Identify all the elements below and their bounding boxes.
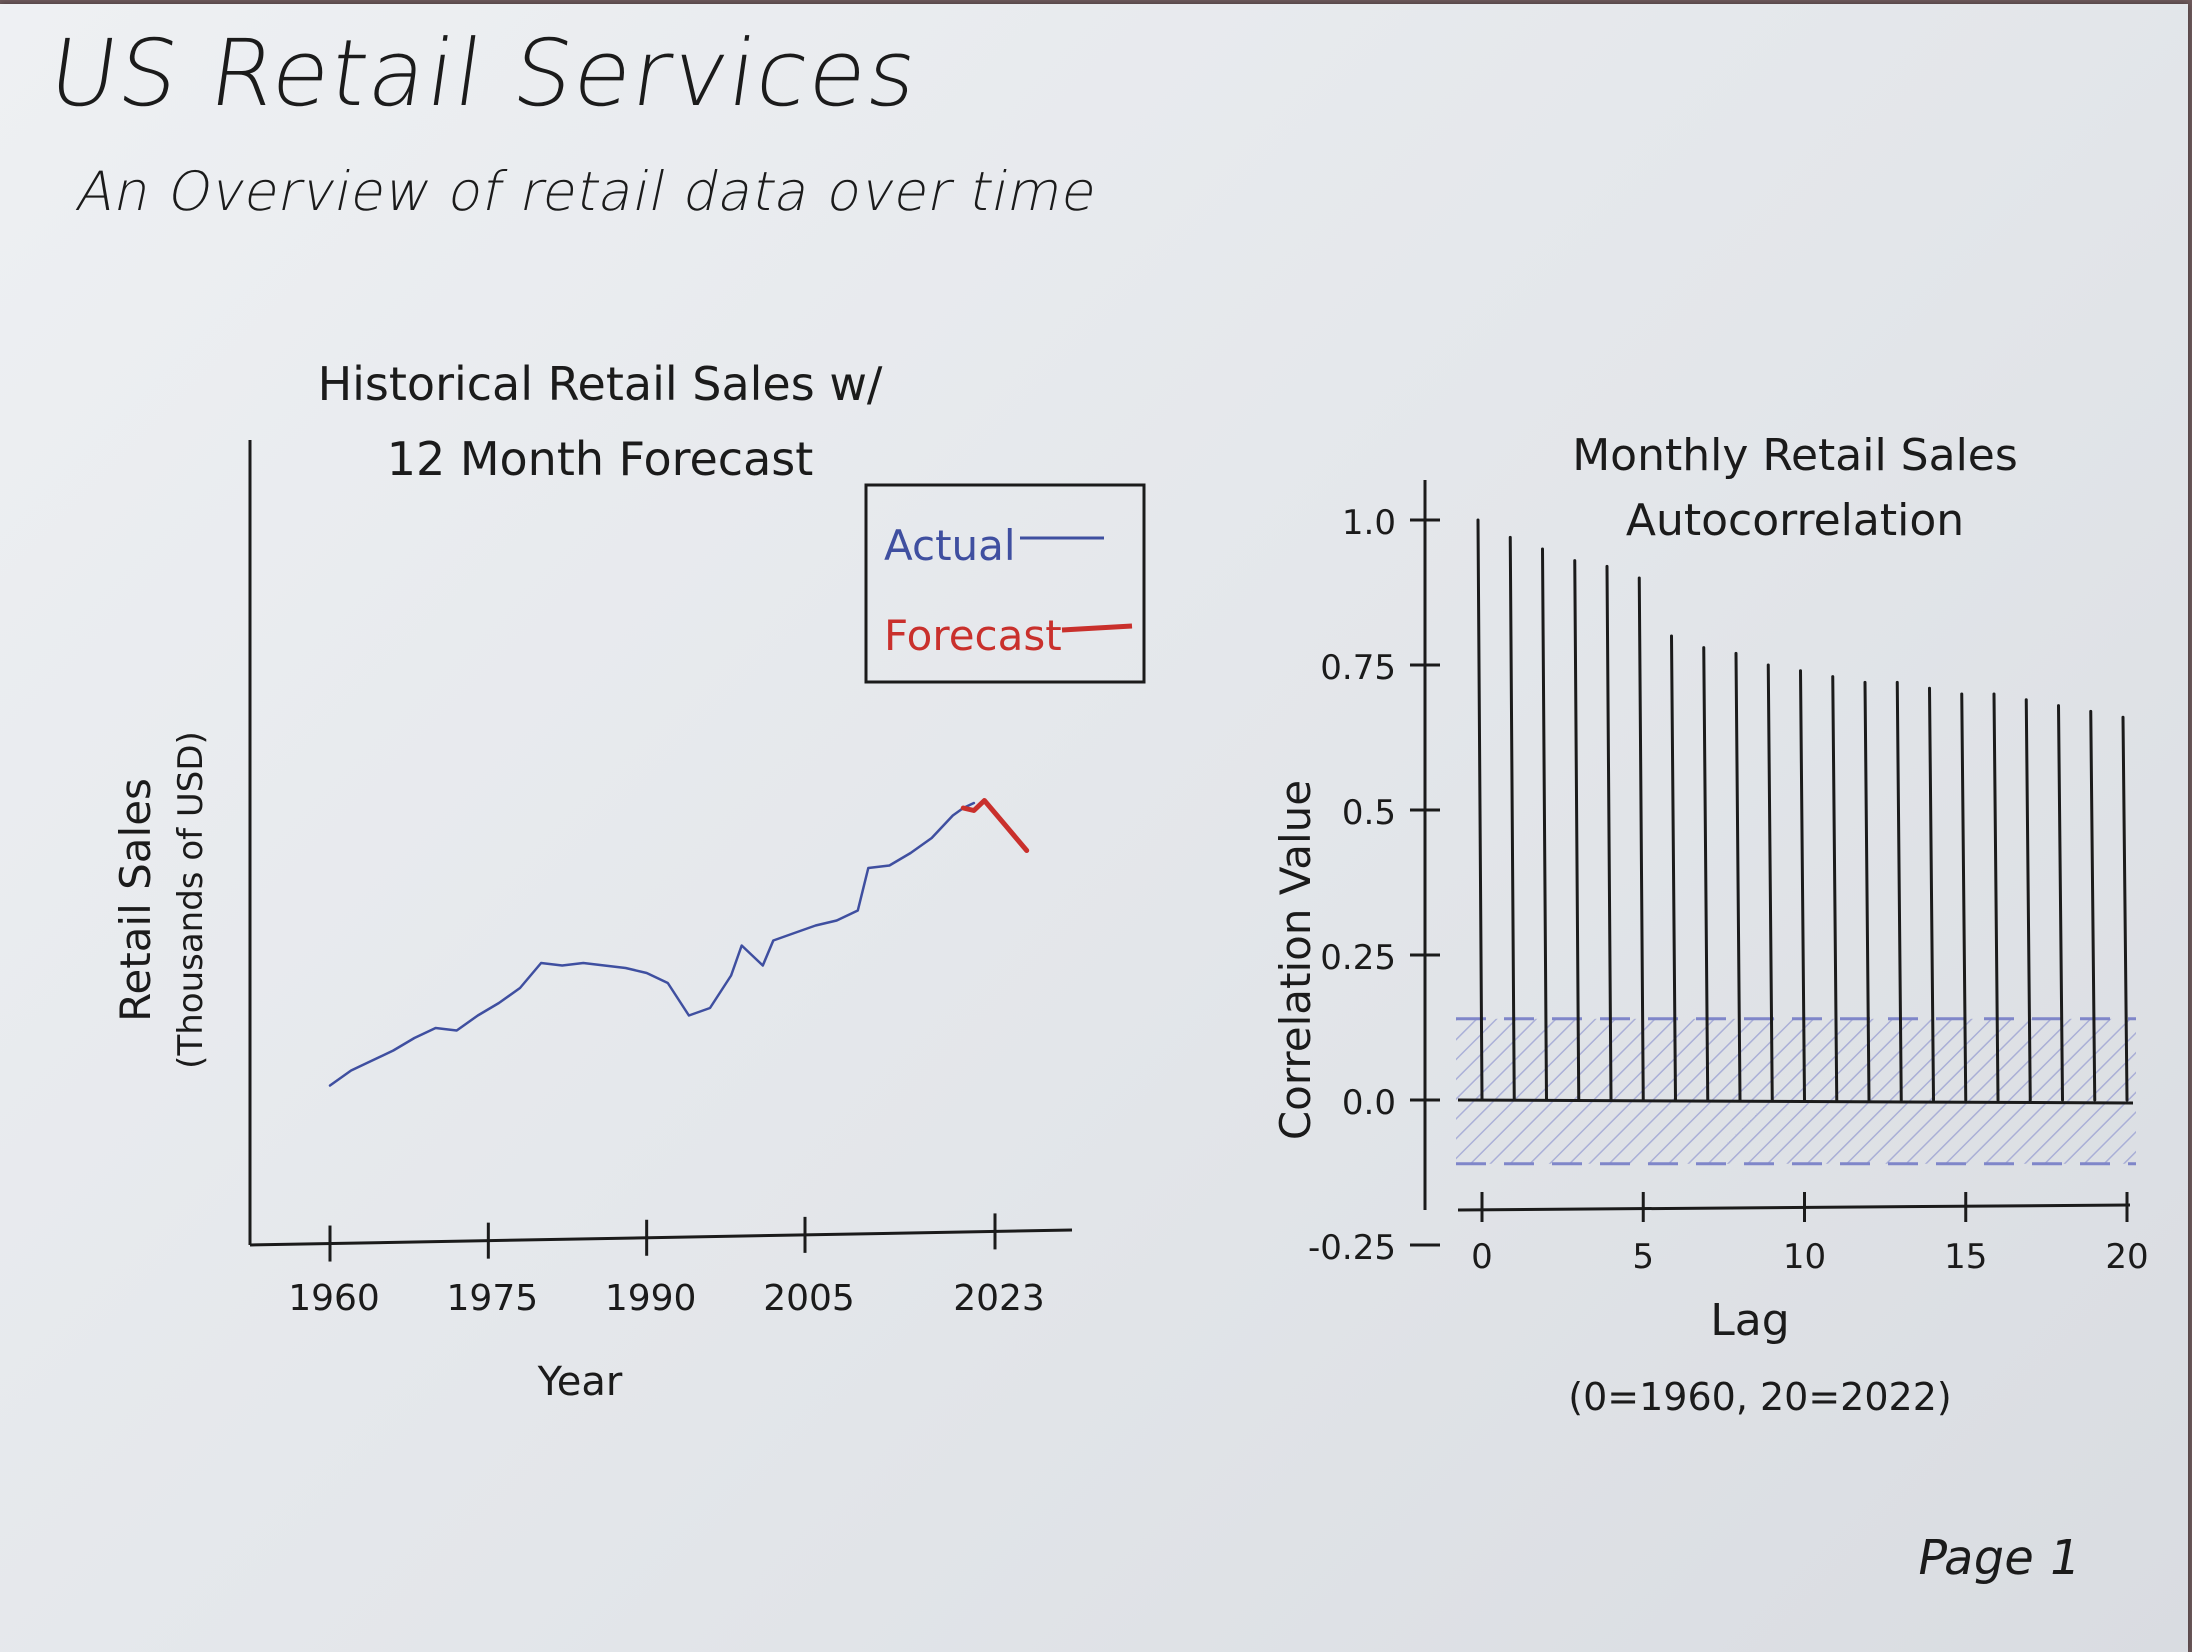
line-chart-x-label: Year bbox=[537, 1359, 623, 1405]
acf-bar bbox=[1637, 576, 1645, 1102]
acf-title-line2: Autocorrelation bbox=[1626, 495, 1964, 546]
legend-forecast-label: Forecast bbox=[884, 611, 1062, 660]
acf-bar bbox=[1766, 663, 1774, 1102]
acf-bar bbox=[1573, 559, 1581, 1102]
acf-x-label: Lag bbox=[1710, 1295, 1789, 1346]
acf-bar bbox=[1799, 669, 1806, 1102]
line-chart-y-label-unit: (Thousands of USD) bbox=[171, 731, 211, 1069]
acf-x-label-note: (0=1960, 20=2022) bbox=[1568, 1375, 1951, 1419]
acf-y-tick-label: 0.25 bbox=[1320, 938, 1396, 978]
acf-bar bbox=[1895, 680, 1903, 1102]
line-chart-series bbox=[328, 798, 1030, 1087]
acf-bar bbox=[1928, 686, 1935, 1102]
line-chart-x-ticks: 1960 1975 1990 2005 2023 bbox=[288, 1213, 1045, 1319]
line-chart-x-tick-label: 2023 bbox=[953, 1278, 1045, 1319]
acf-x-tick-label: 15 bbox=[1944, 1237, 1987, 1277]
acf-y-tick-label: 0.75 bbox=[1320, 648, 1396, 688]
acf-bar bbox=[1508, 535, 1516, 1102]
paper-sheet bbox=[0, 4, 2188, 1652]
line-chart-x-tick-label: 1975 bbox=[447, 1278, 539, 1319]
line-chart-y-label: Retail Sales bbox=[111, 778, 160, 1022]
acf-y-label: Correlation Value bbox=[1271, 780, 1320, 1140]
legend-actual-label: Actual bbox=[884, 521, 1016, 570]
acf-x-ticks: 0 5 10 15 20 bbox=[1471, 1192, 2149, 1277]
line-chart-x-axis bbox=[249, 1228, 1073, 1247]
legend-forecast-swatch bbox=[1061, 623, 1133, 633]
acf-y-tick-label: 0.5 bbox=[1342, 793, 1396, 833]
acf-band-area bbox=[1456, 1018, 2136, 1164]
acf-x-tick-label: 20 bbox=[2105, 1237, 2148, 1277]
acf-zero-line bbox=[1457, 1098, 2134, 1105]
line-chart-x-tick-label: 2005 bbox=[763, 1278, 855, 1319]
acf-bar bbox=[1541, 547, 1548, 1102]
line-chart-title-line2: 12 Month Forecast bbox=[387, 432, 814, 486]
acf-bar bbox=[2057, 704, 2064, 1102]
acf-x-tick-label: 5 bbox=[1632, 1237, 1654, 1277]
acf-confidence-band bbox=[1456, 1017, 2136, 1166]
legend-box bbox=[864, 483, 1146, 684]
acf-bar bbox=[1831, 675, 1839, 1102]
legend: Actual Forecast bbox=[864, 483, 1146, 684]
acf-x-axis bbox=[1457, 1203, 2131, 1212]
acf-bar bbox=[1670, 634, 1677, 1102]
acf-chart: Monthly Retail Sales Autocorrelation -0.… bbox=[1271, 430, 2149, 1419]
line-chart-x-tick-label: 1990 bbox=[605, 1278, 697, 1319]
acf-bar bbox=[1863, 680, 1871, 1102]
acf-y-tick-label: -0.25 bbox=[1308, 1228, 1396, 1268]
line-chart-x-tick-label: 1960 bbox=[288, 1278, 380, 1319]
acf-x-tick-label: 10 bbox=[1783, 1237, 1826, 1277]
acf-bar bbox=[1992, 692, 2000, 1102]
series-forecast-line bbox=[960, 798, 1030, 853]
acf-y-ticks: -0.25 0.0 0.25 0.5 0.75 1.0 bbox=[1308, 503, 1440, 1268]
series-actual-line bbox=[328, 801, 976, 1087]
acf-x-tick-label: 0 bbox=[1471, 1237, 1493, 1277]
line-chart-title-line1: Historical Retail Sales w/ bbox=[318, 357, 883, 411]
line-chart: Historical Retail Sales w/ 12 Month Fore… bbox=[111, 357, 1146, 1405]
acf-title-line1: Monthly Retail Sales bbox=[1572, 430, 2018, 481]
acf-bar bbox=[1702, 646, 1710, 1102]
acf-bar bbox=[2024, 698, 2032, 1102]
acf-bar bbox=[2089, 709, 2097, 1102]
acf-bar bbox=[1734, 651, 1742, 1102]
acf-bar bbox=[1605, 564, 1613, 1102]
acf-bar bbox=[1960, 692, 1968, 1102]
acf-y-tick-label: 0.0 bbox=[1342, 1083, 1396, 1123]
acf-bar bbox=[2121, 715, 2129, 1102]
acf-bars bbox=[1476, 518, 2129, 1102]
acf-bar bbox=[1476, 518, 1484, 1102]
acf-y-tick-label: 1.0 bbox=[1342, 503, 1396, 543]
